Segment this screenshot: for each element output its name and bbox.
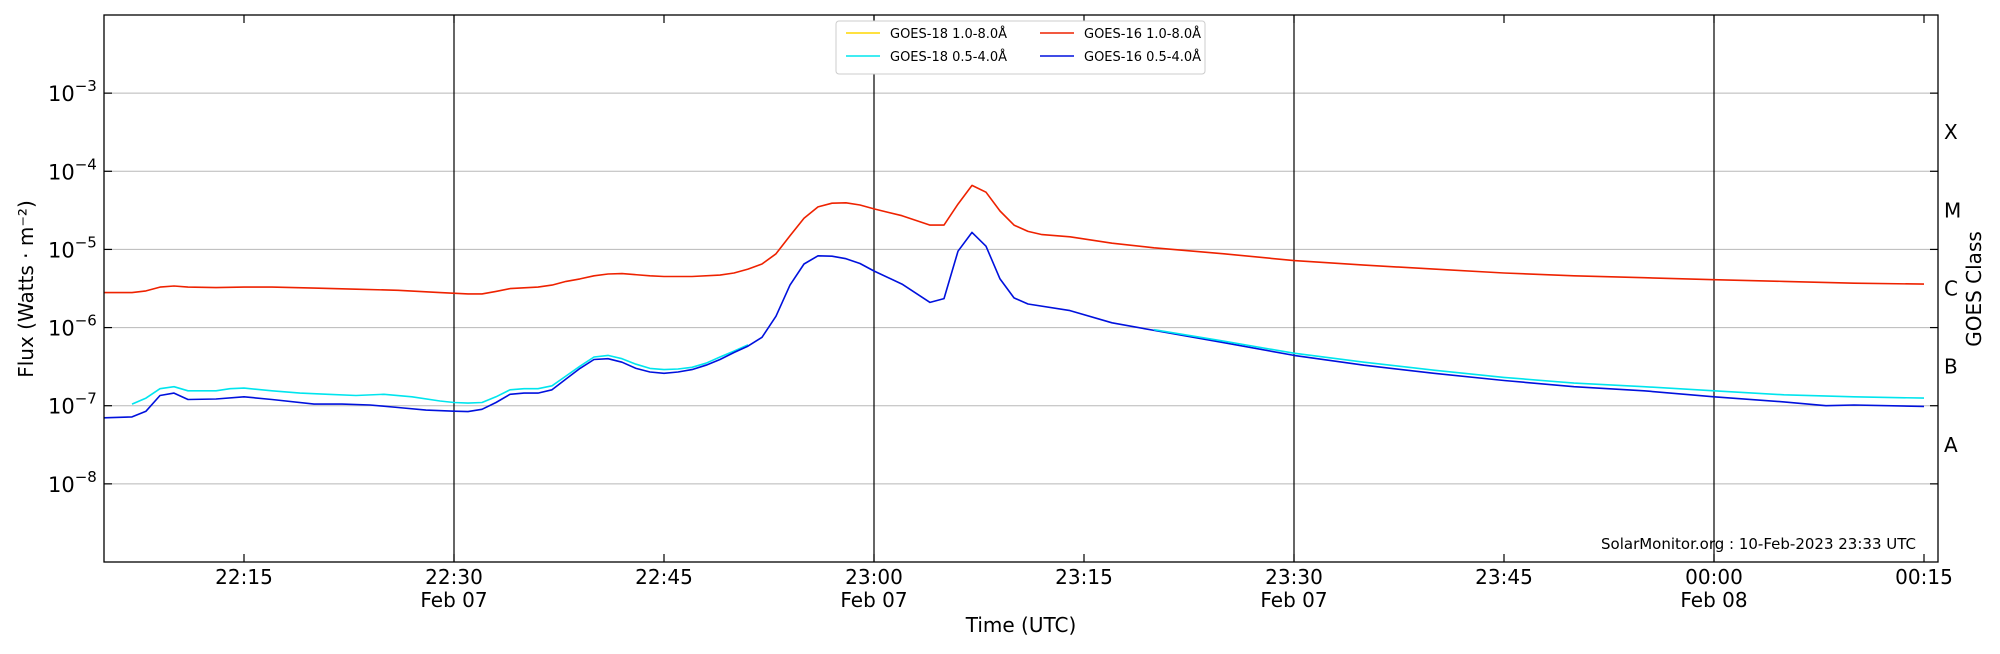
- series-lines: [103, 184, 1925, 419]
- y-tick-mantissa: 10: [48, 82, 75, 106]
- y-tick-label: 10−6: [48, 312, 97, 341]
- y-tick-mantissa: 10: [48, 317, 75, 341]
- date-boundary-lines: [453, 15, 1715, 562]
- x-tick-date-label: Feb 07: [420, 588, 487, 612]
- y-tick-exponent: −8: [75, 468, 97, 486]
- y-tick-exponent: −7: [75, 390, 97, 408]
- y2-axis-label: GOES Class: [1962, 231, 1986, 347]
- legend: GOES-18 1.0-8.0Å GOES-18 0.5-4.0Å GOES-16 …: [835, 20, 1206, 75]
- legend-frame: [835, 20, 1206, 75]
- y-axis-label: Flux (Watts · m⁻²): [14, 200, 38, 378]
- x-tick-label: 22:30: [425, 565, 483, 589]
- x-tick-label: 23:15: [1055, 565, 1113, 589]
- y-tick-exponent: −6: [75, 312, 97, 330]
- legend-entry: GOES-16 0.5-4.0Å: [1084, 49, 1201, 65]
- x-tick-date-label: Feb 08: [1680, 588, 1747, 612]
- y-tick-label: 10−7: [48, 390, 97, 419]
- x-tick-date-label: Feb 07: [840, 588, 907, 612]
- y-tick-label: 10−8: [48, 468, 97, 497]
- x-tick-label: 23:30: [1265, 565, 1323, 589]
- y-tick-exponent: −5: [75, 233, 97, 251]
- goes-class-label: X: [1944, 120, 1958, 144]
- y-tick-label: 10−4: [48, 155, 97, 184]
- x-tick-label: 00:00: [1685, 565, 1743, 589]
- watermark: SolarMonitor.org : 10-Feb-2023 23:33 UTC: [1601, 535, 1916, 553]
- y-tick-mantissa: 10: [48, 160, 75, 184]
- x-axis-label: Time (UTC): [965, 613, 1077, 637]
- x-tick-label: 22:45: [635, 565, 693, 589]
- goes-class-label: A: [1944, 433, 1958, 457]
- series-line: [104, 184, 1925, 295]
- goes-class-label: B: [1944, 355, 1958, 379]
- goes-class-labels: A B C M X: [1944, 120, 1961, 457]
- legend-entry: GOES-18 1.0-8.0Å: [890, 26, 1007, 42]
- plot-frame: [103, 14, 1939, 563]
- y-tick-exponent: −4: [75, 155, 97, 173]
- legend-entry: GOES-16 1.0-8.0Å: [1084, 26, 1201, 42]
- x-tick-label: 23:45: [1475, 565, 1533, 589]
- x-tick-label: 00:15: [1895, 565, 1953, 589]
- goes-class-label: C: [1944, 277, 1958, 301]
- y-tick-labels: 10−810−710−610−510−410−3: [48, 77, 97, 497]
- series-line: [131, 344, 749, 405]
- series-line: [103, 231, 1925, 419]
- y-tick-label: 10−3: [48, 77, 97, 106]
- y-tick-exponent: −3: [75, 77, 97, 95]
- y-tick-mantissa: 10: [48, 238, 75, 262]
- grid-lines: [104, 92, 1938, 485]
- y-tick-mantissa: 10: [48, 395, 75, 419]
- axis-ticks: [104, 15, 1938, 562]
- series-line: [1153, 328, 1925, 399]
- legend-entry: GOES-18 0.5-4.0Å: [890, 49, 1007, 65]
- x-tick-label: 22:15: [215, 565, 273, 589]
- x-tick-date-label: Feb 07: [1260, 588, 1327, 612]
- goes-class-label: M: [1944, 198, 1961, 222]
- x-tick-label: 23:00: [845, 565, 903, 589]
- y-tick-mantissa: 10: [48, 473, 75, 497]
- y-tick-label: 10−5: [48, 233, 97, 262]
